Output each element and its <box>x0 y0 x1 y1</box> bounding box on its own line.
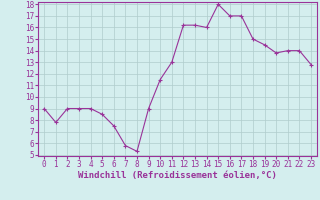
X-axis label: Windchill (Refroidissement éolien,°C): Windchill (Refroidissement éolien,°C) <box>78 171 277 180</box>
